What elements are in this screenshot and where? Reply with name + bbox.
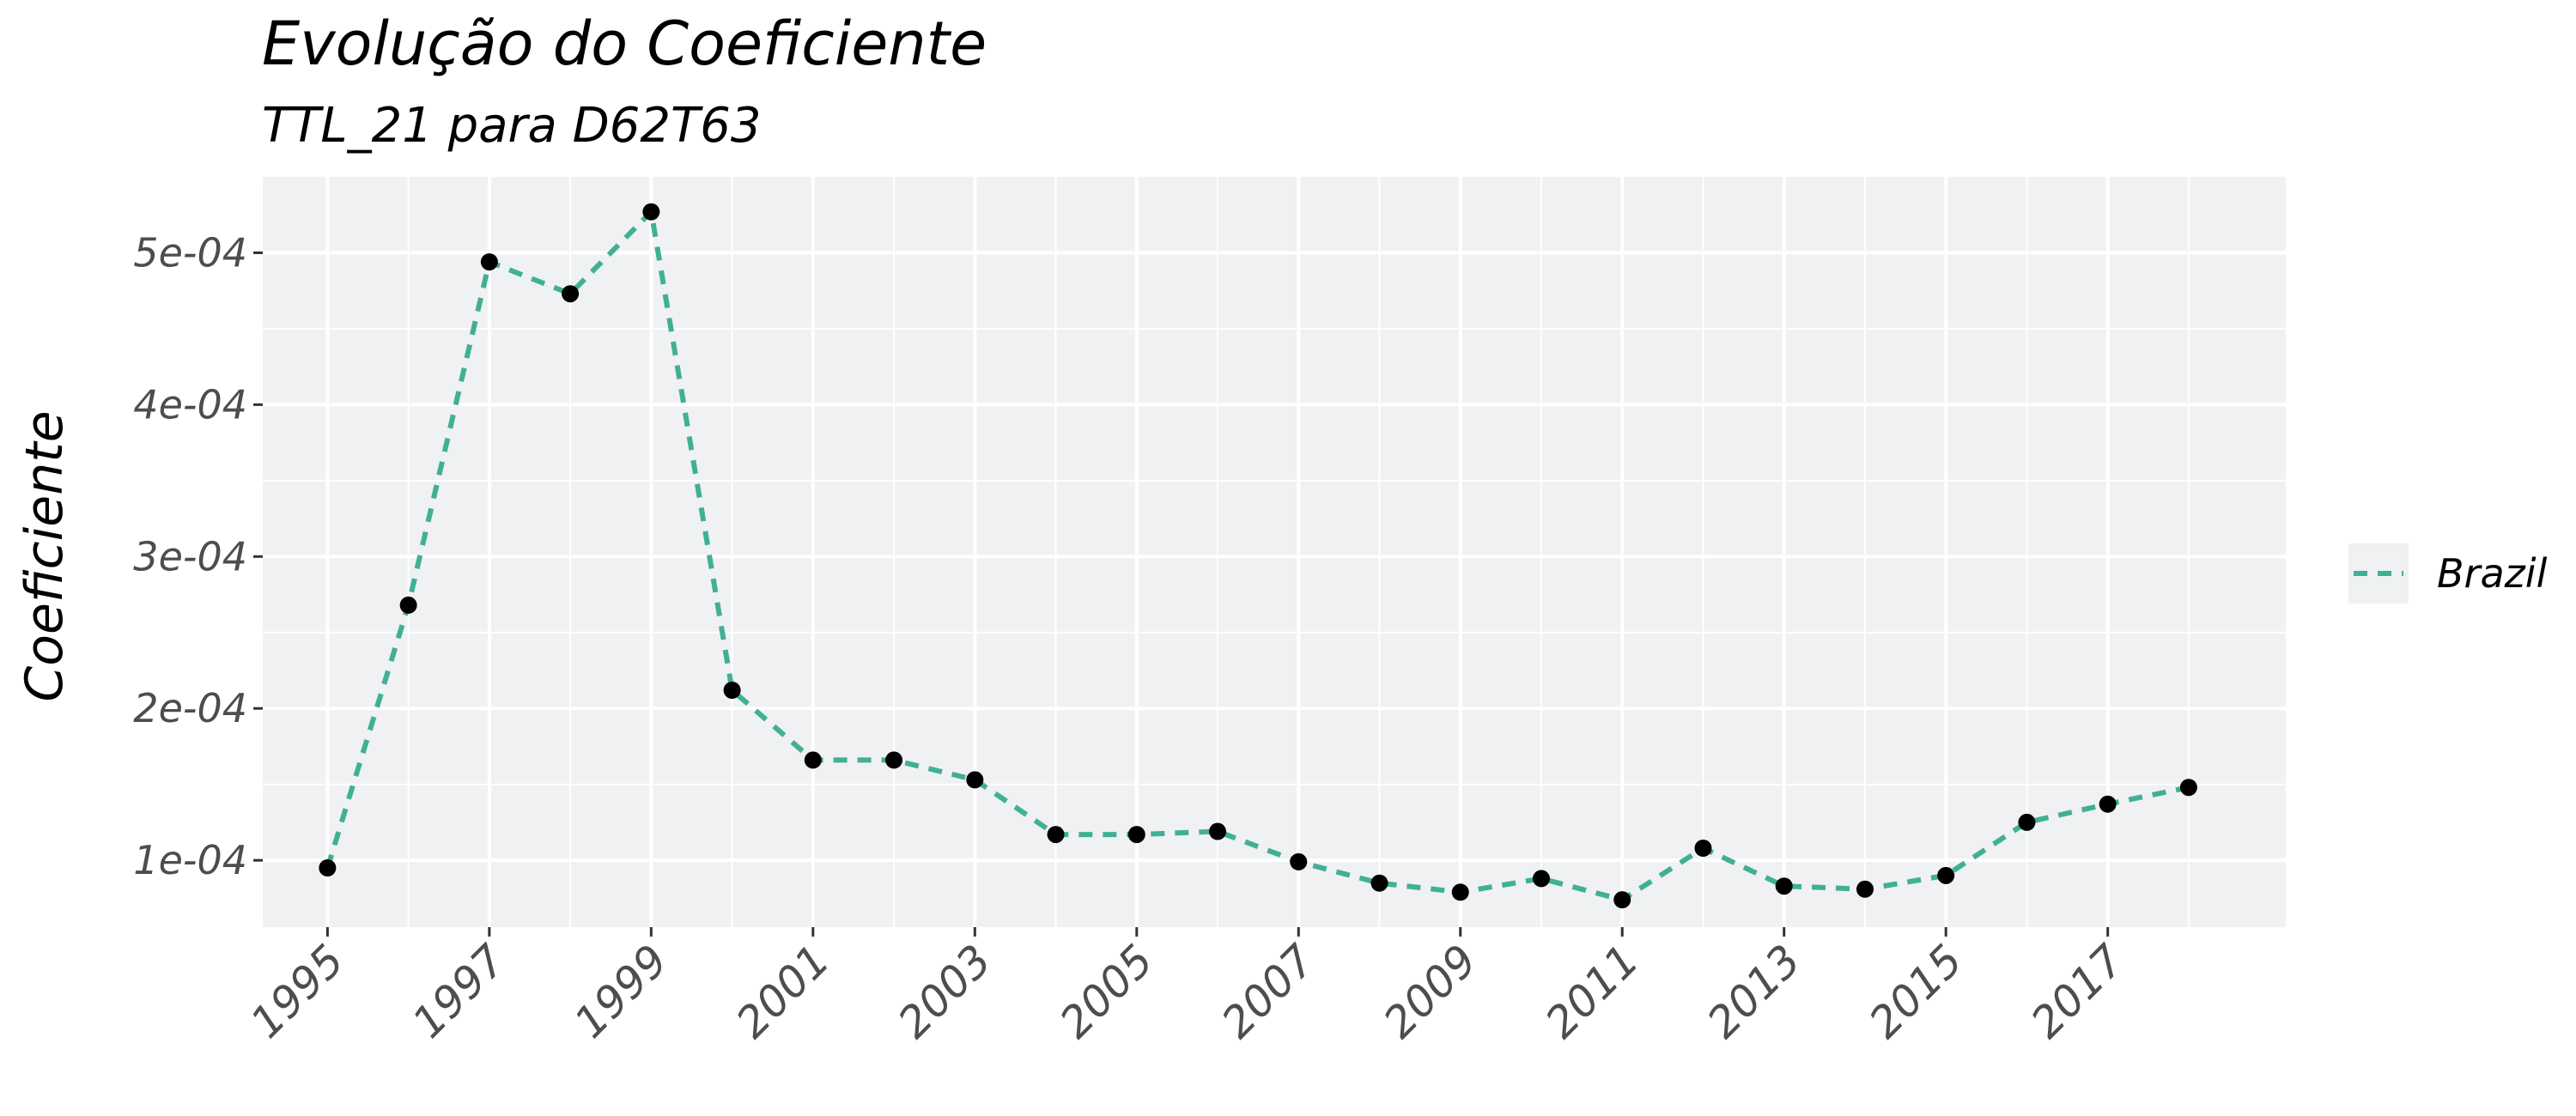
data-point bbox=[1451, 883, 1469, 901]
x-tick-label: 1999 bbox=[565, 935, 677, 1047]
data-point bbox=[2099, 795, 2117, 813]
y-tick-label: 2e-04 bbox=[133, 685, 247, 731]
y-axis: 1e-04 2e-04 3e-04 4e-04 5e-04 bbox=[133, 229, 263, 883]
data-point bbox=[1209, 822, 1227, 840]
x-tick-label: 2009 bbox=[1374, 935, 1486, 1047]
data-point bbox=[966, 771, 984, 789]
x-tick-label: 2017 bbox=[2021, 935, 2134, 1047]
y-tick-label: 3e-04 bbox=[133, 533, 247, 579]
x-tick-label: 2007 bbox=[1212, 935, 1325, 1047]
data-point bbox=[1856, 880, 1874, 898]
x-tick-label: 2013 bbox=[1698, 935, 1810, 1047]
data-point bbox=[399, 596, 417, 614]
data-points bbox=[319, 203, 2197, 909]
x-tick-label: 1995 bbox=[241, 935, 354, 1047]
data-point bbox=[562, 285, 580, 303]
data-point bbox=[1290, 852, 1308, 870]
data-point bbox=[885, 751, 903, 769]
grid-minor bbox=[263, 177, 2286, 927]
data-point bbox=[1613, 891, 1631, 909]
y-tick-label: 1e-04 bbox=[133, 837, 247, 883]
legend-label: Brazil bbox=[2437, 550, 2548, 597]
x-tick-label: 2015 bbox=[1860, 935, 1972, 1047]
data-point bbox=[2179, 779, 2197, 797]
data-point bbox=[1775, 877, 1793, 895]
data-point bbox=[804, 751, 822, 769]
data-point bbox=[1694, 840, 1712, 857]
legend: Brazil bbox=[2348, 543, 2548, 603]
data-point bbox=[480, 253, 498, 271]
x-tick-label: 2003 bbox=[889, 935, 1001, 1047]
grid-major bbox=[263, 177, 2286, 927]
x-axis: 1995 1997 1999 2001 2003 2005 2007 2009 2011 2013… bbox=[241, 927, 2134, 1047]
x-tick-label: 2011 bbox=[1536, 935, 1649, 1047]
data-point bbox=[319, 859, 337, 876]
data-point bbox=[2018, 813, 2036, 831]
data-point bbox=[1370, 874, 1388, 892]
data-point bbox=[642, 203, 660, 221]
data-point bbox=[1047, 826, 1065, 844]
y-tick-label: 4e-04 bbox=[133, 381, 247, 428]
x-tick-label: 2001 bbox=[726, 935, 839, 1047]
chart-title: Evolução do Coeficiente bbox=[262, 9, 987, 79]
data-point bbox=[723, 682, 741, 699]
y-tick-label: 5e-04 bbox=[133, 229, 247, 276]
y-axis-label: Coeficiente bbox=[15, 410, 75, 701]
chart-subtitle: TTL_21 para D62T63 bbox=[262, 98, 762, 154]
x-tick-label: 1997 bbox=[403, 935, 515, 1047]
data-point bbox=[1127, 826, 1145, 844]
data-point bbox=[1532, 870, 1550, 888]
plot-panel bbox=[263, 177, 2286, 927]
x-tick-label: 2005 bbox=[1050, 935, 1163, 1047]
data-point bbox=[1937, 866, 1955, 884]
